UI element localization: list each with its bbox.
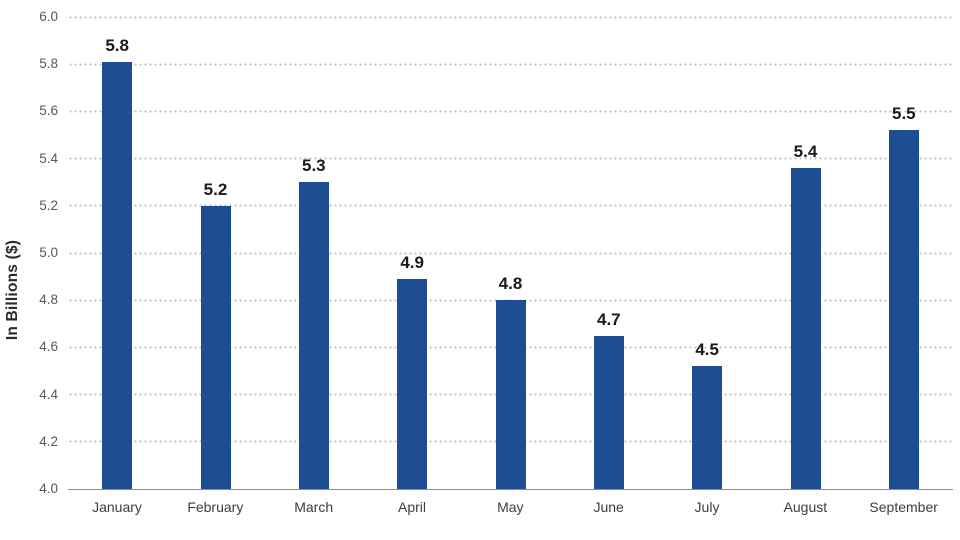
y-tick-label: 5.0 xyxy=(39,245,58,260)
bar-value-label: 4.9 xyxy=(400,252,424,272)
y-tick-label: 4.2 xyxy=(39,433,58,449)
gridline xyxy=(68,15,953,19)
y-tick-label: 5.2 xyxy=(39,197,58,213)
bar-value-label: 5.4 xyxy=(793,142,818,162)
gridline xyxy=(68,62,953,66)
plot-area: 4.0 4.2 4.4 4.6 4.8 5.0 5.2 5.4 5.6 5.8 6.0 5.8 Janu… xyxy=(39,9,953,515)
gridline xyxy=(68,109,953,113)
x-tick-label: April xyxy=(397,499,426,515)
x-tick-label: September xyxy=(869,499,938,515)
x-tick-label: May xyxy=(497,499,524,515)
bar-july xyxy=(692,366,723,489)
y-tick-label: 4.6 xyxy=(39,339,58,355)
x-tick-label: August xyxy=(783,499,828,515)
bar-march xyxy=(298,182,329,489)
y-tick-label: 4.0 xyxy=(39,481,58,496)
bar-february xyxy=(200,205,231,489)
bar-value-label: 4.8 xyxy=(498,274,523,294)
bar-january xyxy=(102,61,133,489)
bar-september xyxy=(888,130,919,489)
y-tick-label: 6.0 xyxy=(39,9,58,24)
bar-value-label: 5.5 xyxy=(892,104,916,124)
x-tick-label: March xyxy=(294,499,334,515)
x-tick-label: June xyxy=(593,499,624,515)
bar-value-label: 4.5 xyxy=(695,340,719,360)
x-tick-label: January xyxy=(92,499,142,515)
y-tick-label: 5.6 xyxy=(39,103,58,119)
bar-value-label: 4.7 xyxy=(597,309,621,329)
y-tick-label: 4.4 xyxy=(39,386,58,402)
bar-value-label: 5.3 xyxy=(302,156,326,176)
bar-may xyxy=(495,300,526,489)
bar-value-label: 5.8 xyxy=(105,35,129,55)
bar-value-label: 5.2 xyxy=(203,179,228,199)
x-tick-label: July xyxy=(694,499,720,515)
y-tick-label: 5.8 xyxy=(39,56,58,72)
bar-august xyxy=(790,168,821,489)
y-tick-label: 5.4 xyxy=(39,150,58,166)
bar-april xyxy=(397,278,428,489)
x-tick-label: February xyxy=(187,499,244,515)
bar-june xyxy=(593,335,624,489)
y-tick-label: 4.8 xyxy=(39,292,58,308)
